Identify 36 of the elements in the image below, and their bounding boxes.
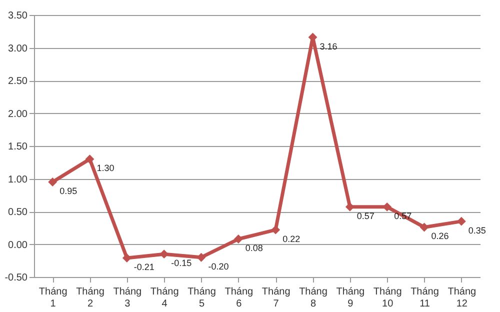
point: [234, 234, 243, 244]
x-tick-label: Tháng 1: [38, 286, 68, 310]
text: 0.57: [356, 210, 374, 221]
text: 1.30: [96, 163, 114, 174]
y-tick-label: 3.00: [8, 43, 28, 54]
x-tick-label: Tháng 11: [410, 286, 439, 310]
x-tick-label: Tháng 6: [224, 286, 254, 310]
x-tick-label: Tháng 3: [113, 286, 142, 310]
x-tick-label: Tháng 9: [336, 286, 365, 310]
x-tick-label: Tháng 2: [76, 286, 104, 310]
text: 0.26: [431, 231, 449, 242]
y-tick-label: 1.00: [8, 174, 28, 186]
point: [122, 254, 132, 262]
point: [48, 178, 58, 186]
y-tick-label: 2.00: [8, 108, 28, 120]
text: -0.21: [134, 262, 154, 272]
text: 3.16: [320, 41, 338, 52]
y-tick-label: 1.50: [8, 142, 28, 152]
x-tick-label: Tháng 4: [150, 286, 179, 310]
point: [85, 154, 94, 164]
text: 0.95: [60, 186, 78, 196]
x-tick-label: Tháng 8: [299, 286, 328, 310]
text: -0.20: [208, 261, 229, 272]
text: 0.08: [245, 243, 263, 254]
x-tick-label: Tháng 7: [262, 286, 290, 310]
x-tick-label: Tháng 12: [448, 286, 476, 310]
y-tick-label: 0.00: [8, 240, 28, 251]
text: 0.35: [468, 225, 486, 236]
y-tick-label: 2.50: [8, 76, 28, 87]
text: 0.22: [282, 234, 300, 244]
text: -0.15: [171, 258, 192, 268]
x-tick-label: Tháng 5: [188, 286, 216, 310]
y-tick-label: 3.50: [8, 10, 28, 22]
y-tick-label: -0.50: [4, 272, 28, 284]
x-tick-label: Tháng 10: [373, 286, 402, 310]
y-tick-label: 0.50: [8, 207, 28, 218]
